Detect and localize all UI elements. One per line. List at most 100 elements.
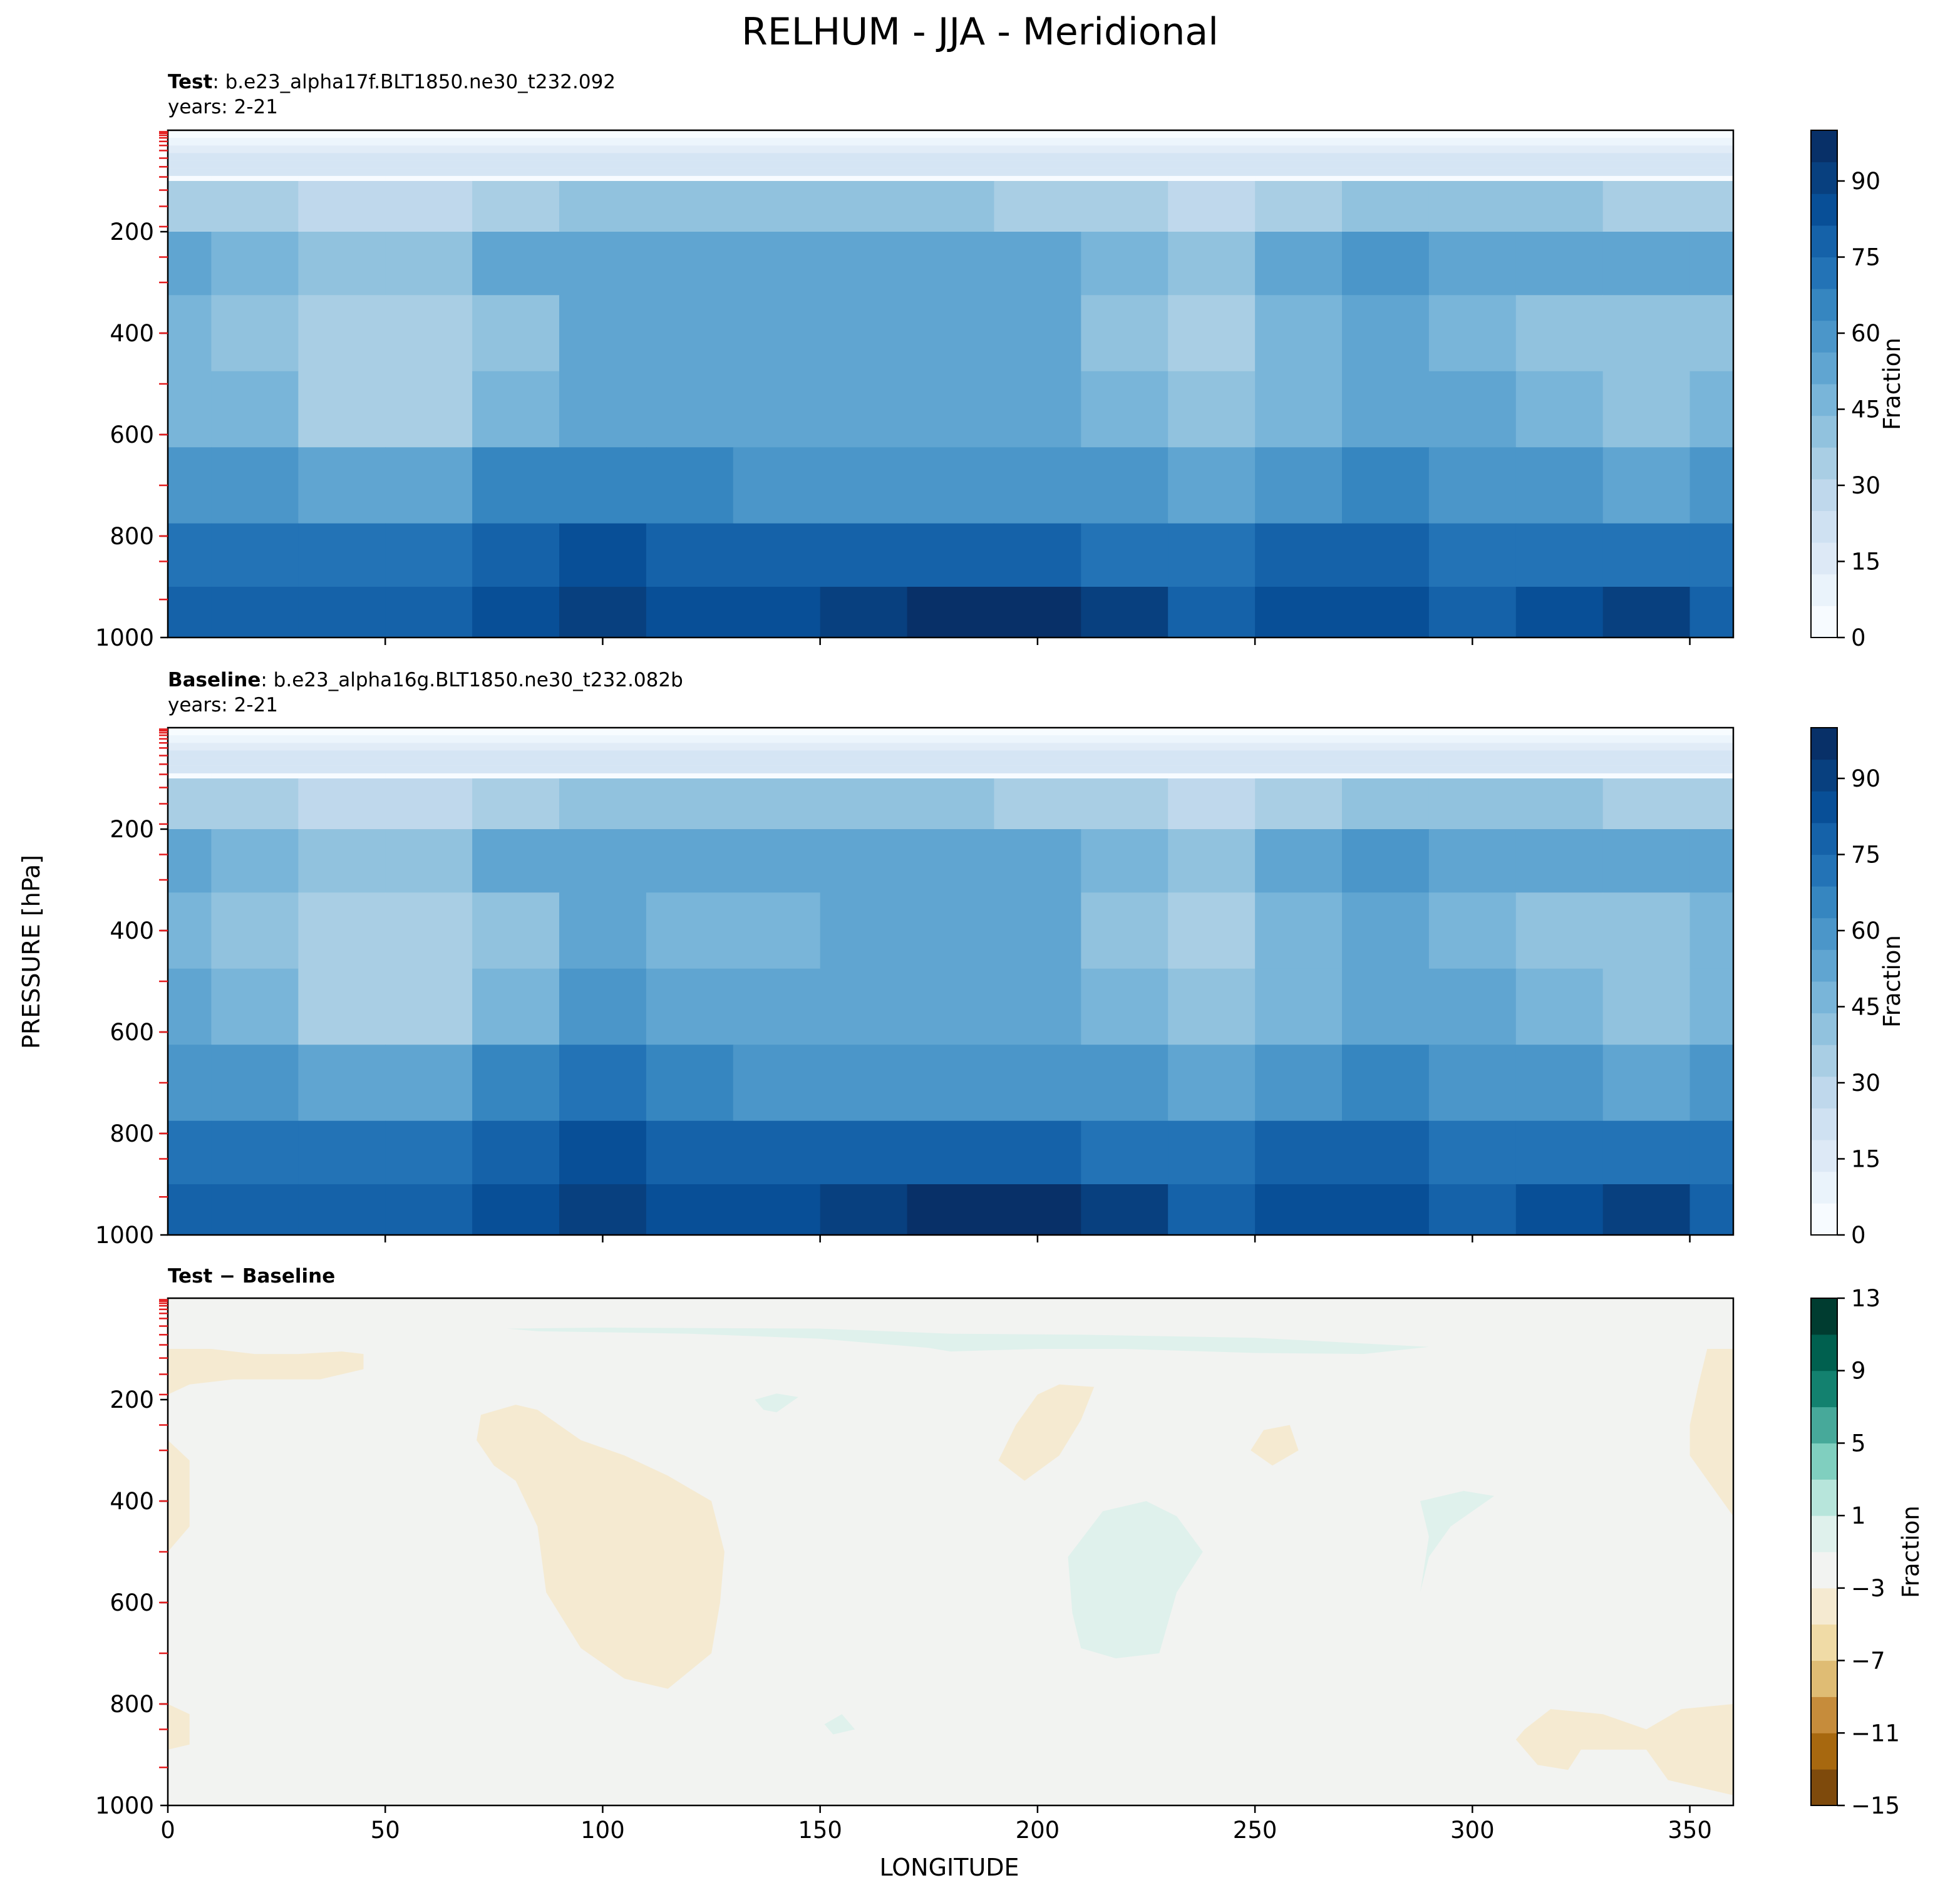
heatmap-cell	[994, 1184, 1081, 1236]
colorbar-tick-label: 30	[1851, 1070, 1880, 1097]
heatmap-cell	[733, 778, 821, 830]
heatmap-cell	[1689, 829, 1734, 893]
heatmap-cell	[1342, 968, 1430, 1045]
heatmap-cell	[1689, 371, 1734, 448]
heatmap-cell	[385, 778, 473, 830]
heatmap-cell	[646, 892, 734, 969]
heatmap-cell	[168, 829, 212, 893]
heatmap-cell	[1342, 1184, 1430, 1236]
y-tick-label: 800	[110, 523, 154, 550]
colorbar-segment	[1811, 1552, 1837, 1589]
heatmap-cell	[733, 447, 821, 524]
heatmap-cell	[1515, 829, 1604, 893]
heatmap-cell	[385, 295, 473, 372]
colorbar-segment	[1811, 1588, 1837, 1625]
colorbar-segment	[1811, 1171, 1837, 1204]
colorbar-segment	[1811, 854, 1837, 887]
zero-background	[168, 1298, 1733, 1805]
heatmap-cell	[1515, 778, 1604, 830]
colorbar-segment	[1811, 1140, 1837, 1172]
colorbar-segment	[1811, 1045, 1837, 1077]
heatmap-cell	[1168, 968, 1256, 1045]
heatmap-cell	[1428, 1045, 1517, 1122]
heatmap-cell	[472, 1120, 560, 1185]
colorbar-tick-label: −15	[1851, 1792, 1900, 1819]
heatmap-cell	[1255, 968, 1343, 1045]
negative-anomaly-region	[477, 1405, 725, 1689]
heatmap-cell	[211, 295, 299, 372]
heatmap-cell	[733, 1120, 821, 1185]
heatmap-cell	[1689, 968, 1734, 1045]
heatmap-cell	[211, 968, 299, 1045]
heatmap-cell	[1689, 181, 1734, 232]
stratosphere-band	[168, 160, 1733, 168]
colorbar-segment	[1811, 1334, 1837, 1371]
heatmap-cell	[1081, 1120, 1168, 1185]
heatmap-cell	[211, 371, 299, 448]
heatmap-cell	[211, 1120, 299, 1185]
colorbar-tick-label: 30	[1851, 472, 1880, 499]
heatmap-cell	[298, 587, 386, 638]
heatmap-cell	[168, 778, 212, 830]
stratosphere-band	[168, 750, 1733, 758]
panel-3-field	[168, 1298, 1733, 1805]
heatmap-cell	[385, 1120, 473, 1185]
y-tick-label: 200	[110, 816, 154, 843]
heatmap-cell	[168, 892, 212, 969]
heatmap-cell	[1168, 1184, 1256, 1236]
x-tick-label: 200	[1016, 1817, 1060, 1844]
heatmap-cell	[646, 829, 734, 893]
heatmap-cell	[1428, 1184, 1517, 1236]
heatmap-cell	[1428, 232, 1517, 296]
heatmap-cell	[1168, 371, 1256, 448]
heatmap-cell	[994, 587, 1081, 638]
colorbar-tick-label: 0	[1851, 1222, 1866, 1249]
heatmap-cell	[646, 523, 734, 587]
colorbar-tick-label: 60	[1851, 320, 1880, 347]
colorbar-tick-label: 45	[1851, 994, 1880, 1021]
heatmap-cell	[168, 1184, 212, 1236]
heatmap-cell	[559, 829, 647, 893]
heatmap-cell	[298, 968, 386, 1045]
heatmap-cell	[1515, 1184, 1604, 1236]
heatmap-cell	[1515, 1120, 1604, 1185]
x-tick-label: 350	[1668, 1817, 1712, 1844]
heatmap-cell	[168, 295, 212, 372]
heatmap-cell	[994, 1120, 1081, 1185]
panel-3-title: Test − Baseline	[168, 1265, 336, 1288]
colorbar-tick-label: 15	[1851, 1146, 1880, 1173]
colorbar-segment	[1811, 415, 1837, 448]
positive-anomaly-region	[755, 1393, 798, 1413]
colorbar-segment	[1811, 728, 1837, 760]
heatmap-cell	[1602, 1045, 1691, 1122]
heatmap-cell	[646, 968, 734, 1045]
colorbar-segment	[1811, 822, 1837, 855]
x-tick-label: 100	[580, 1817, 625, 1844]
heatmap-cell	[1515, 968, 1604, 1045]
heatmap-cell	[994, 181, 1081, 232]
heatmap-cell	[559, 587, 647, 638]
heatmap-cell	[298, 523, 386, 587]
heatmap-cell	[1168, 232, 1256, 296]
heatmap-cell	[1689, 447, 1734, 524]
heatmap-cell	[168, 447, 212, 524]
colorbar-tick-label: 60	[1851, 917, 1880, 944]
colorbar-segment	[1811, 1733, 1837, 1770]
heatmap-cell	[1342, 892, 1430, 969]
heatmap-cell	[298, 181, 386, 232]
heatmap-cell	[559, 778, 647, 830]
heatmap-cell	[907, 1120, 994, 1185]
negative-anomaly-region	[1689, 1349, 1733, 1517]
colorbar-segment	[1811, 791, 1837, 824]
heatmap-cell	[1602, 295, 1691, 372]
heatmap-cell	[1081, 968, 1168, 1045]
heatmap-cell	[646, 232, 734, 296]
colorbar-tick-label: 1	[1851, 1502, 1866, 1529]
colorbar-segment	[1811, 1515, 1837, 1552]
stratosphere-band	[168, 758, 1733, 766]
heatmap-cell	[1602, 892, 1691, 969]
y-tick-label: 800	[110, 1691, 154, 1718]
heatmap-cell	[907, 829, 994, 893]
positive-anomaly-region	[507, 1328, 1429, 1355]
